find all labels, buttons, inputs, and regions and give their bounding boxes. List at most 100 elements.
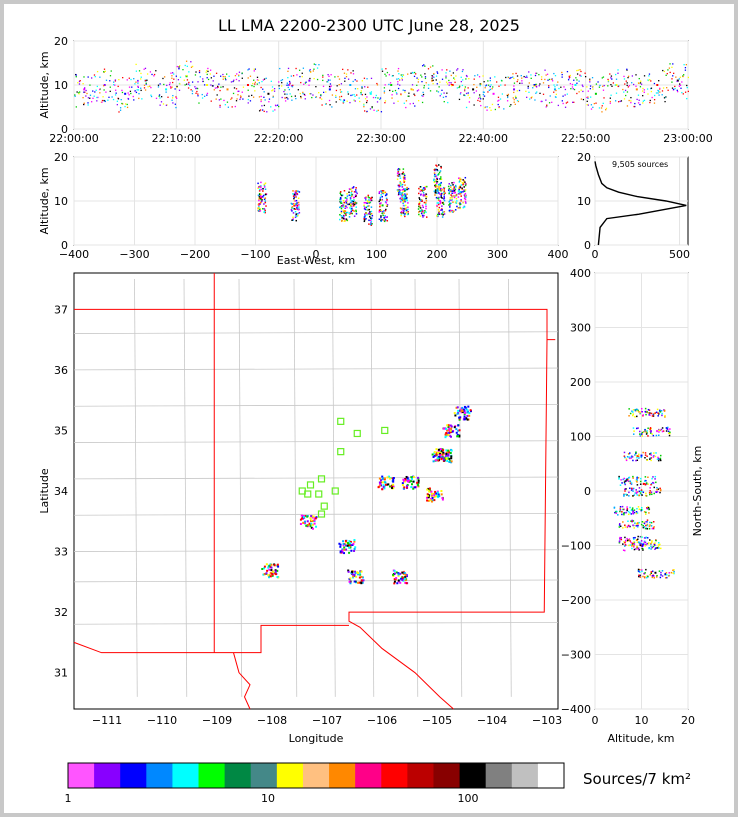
colorbar-cell: [224, 763, 252, 788]
time-height-source: [369, 108, 372, 110]
north-south-source: [633, 548, 636, 551]
time-height-source: [166, 84, 168, 87]
time-height-source: [352, 70, 354, 72]
time-height-source: [128, 77, 130, 79]
north-south-source: [631, 455, 634, 458]
east-west-source: [257, 203, 260, 206]
east-west-source: [406, 186, 408, 189]
lma-station: [381, 426, 389, 435]
time-height-point: [349, 84, 352, 86]
time-height-source: [684, 67, 687, 69]
time-height-source: [338, 96, 341, 98]
colorbar-cell: [329, 763, 356, 788]
north-south-source: [658, 434, 660, 437]
time-height-source: [309, 93, 311, 95]
time-height-source: [654, 94, 656, 97]
east-west-source: [463, 180, 465, 182]
time-height-source: [259, 109, 262, 111]
time-height-source: [222, 78, 224, 80]
east-west-source: [397, 184, 400, 187]
time-height-source: [571, 86, 574, 88]
time-height-source: [405, 106, 407, 109]
time-height-source: [78, 83, 81, 85]
east-west-source: [380, 215, 382, 217]
time-height-source: [526, 96, 528, 99]
time-height-source: [172, 94, 174, 97]
east-west-source: [345, 202, 348, 204]
lightning-source: [310, 526, 313, 529]
north-south-source: [646, 432, 648, 434]
time-height-source: [667, 69, 669, 71]
lightning-source: [261, 568, 264, 571]
time-height-source: [198, 71, 201, 74]
north-south-source: [651, 576, 654, 579]
time-height-source: [376, 84, 379, 86]
east-west-source: [343, 212, 346, 214]
east-west-source: [452, 188, 455, 190]
lightning-source: [266, 569, 269, 572]
north-south-source: [638, 411, 640, 413]
east-west-point: [351, 200, 354, 202]
time-height-source: [558, 87, 560, 90]
time-height-source: [535, 83, 537, 86]
east-west-source: [369, 223, 372, 226]
north-south-source: [623, 549, 626, 552]
time-height-source: [94, 75, 96, 78]
east-west-source: [449, 198, 451, 201]
east-west-source: [345, 218, 348, 220]
lightning-source: [383, 487, 386, 490]
north-south-source: [620, 536, 622, 539]
time-height-source: [581, 84, 583, 86]
lightning-source: [448, 431, 451, 434]
time-height-source: [359, 100, 361, 103]
time-height-source: [460, 92, 462, 94]
lightning-source: [458, 416, 461, 419]
time-height-source: [393, 102, 395, 104]
east-west-source: [350, 195, 353, 197]
time-height-source: [420, 74, 422, 76]
time-height-source: [476, 74, 479, 76]
time-height-source: [312, 94, 314, 96]
north-south-source: [639, 433, 641, 435]
lightning-source: [406, 479, 409, 482]
time-height-source: [335, 101, 337, 103]
colorbar-cell: [302, 763, 330, 788]
time-height-source: [410, 88, 412, 90]
time-height-source: [184, 84, 186, 86]
time-height-source: [194, 74, 197, 76]
time-height-source: [473, 78, 475, 80]
time-height-source: [467, 94, 469, 96]
east-west-source: [386, 203, 389, 206]
north-south-source: [637, 409, 639, 412]
time-height-source: [601, 105, 603, 107]
lightning-source: [426, 494, 429, 497]
time-height-source: [323, 91, 325, 94]
time-height-source: [589, 85, 592, 87]
time-height-source: [339, 89, 342, 91]
time-height-source: [361, 86, 363, 88]
lightning-source: [455, 428, 458, 431]
time-height-source: [107, 99, 109, 101]
time-height-source: [534, 74, 537, 77]
time-height-source: [589, 79, 591, 81]
time-height-point: [246, 84, 249, 86]
north-south-source: [664, 414, 666, 417]
time-height-source: [679, 84, 682, 87]
east-west-source: [420, 199, 423, 201]
east-west-source: [352, 186, 355, 188]
north-south-source: [668, 572, 671, 574]
east-west-source: [459, 207, 462, 210]
east-west-xtick: −300: [119, 248, 149, 261]
time-height-source: [512, 76, 514, 78]
north-south-source: [639, 411, 642, 414]
figure-title: LL LMA 2200-2300 UTC June 28, 2025: [218, 16, 520, 35]
time-height-source: [363, 104, 365, 106]
north-south-source: [633, 509, 636, 511]
east-west-source: [453, 195, 455, 197]
east-west-source: [402, 202, 404, 205]
time-height-source: [209, 69, 212, 71]
east-west-source: [454, 184, 457, 187]
lightning-source: [435, 451, 438, 454]
time-height-source: [557, 81, 559, 83]
north-south-source: [643, 511, 646, 513]
